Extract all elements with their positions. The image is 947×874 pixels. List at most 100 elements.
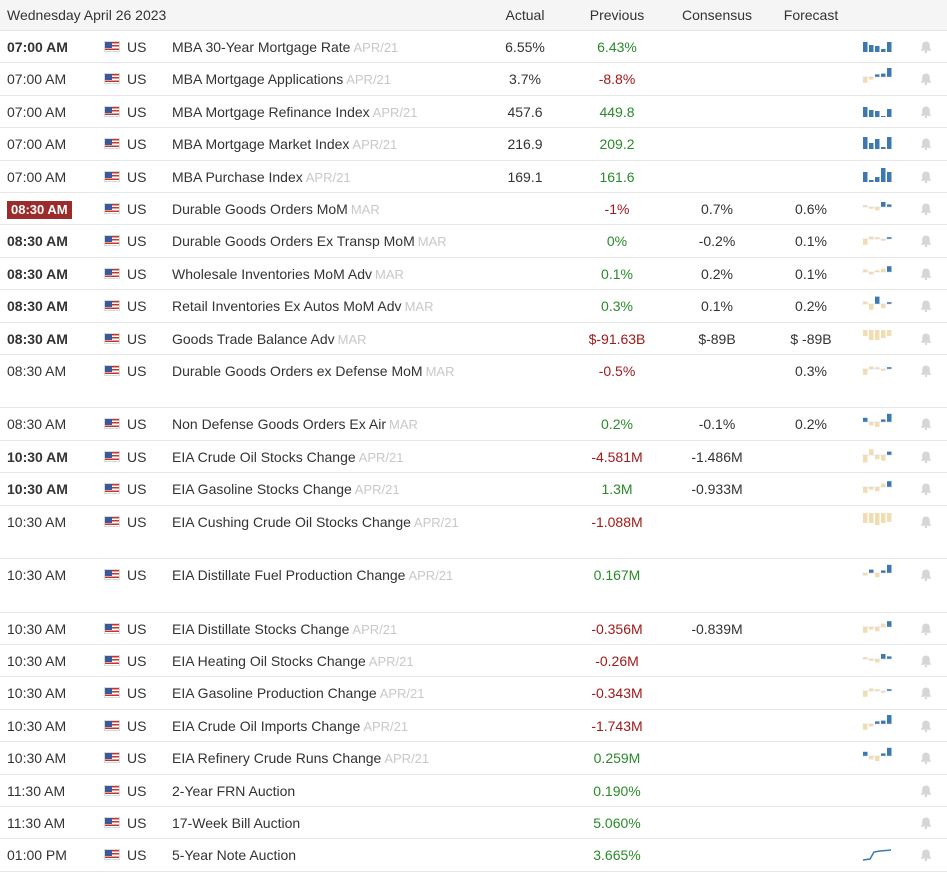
event-name[interactable]: Retail Inventories Ex Autos MoM Adv bbox=[172, 298, 402, 315]
event-cell[interactable]: EIA Crude Oil Imports Change APR/21 bbox=[172, 710, 490, 735]
bell-icon[interactable] bbox=[919, 355, 937, 378]
sparkline-chart[interactable] bbox=[862, 96, 894, 119]
event-name[interactable]: Durable Goods Orders MoM bbox=[172, 200, 348, 217]
bell-icon[interactable] bbox=[919, 559, 937, 582]
sparkline-chart[interactable] bbox=[862, 473, 894, 496]
calendar-row[interactable]: 07:00 AM US MBA 30-Year Mortgage Rate APR/2… bbox=[0, 31, 947, 64]
bell-icon[interactable] bbox=[919, 506, 937, 529]
event-cell[interactable]: Non Defense Goods Orders Ex Air MAR bbox=[172, 408, 490, 433]
event-cell[interactable]: Wholesale Inventories MoM Adv MAR bbox=[172, 258, 490, 283]
event-name[interactable]: 5-Year Note Auction bbox=[172, 847, 297, 864]
consensus-column-header[interactable]: Consensus bbox=[681, 7, 753, 23]
sparkline-chart[interactable] bbox=[862, 645, 894, 668]
bell-icon[interactable] bbox=[919, 677, 937, 700]
bell-icon[interactable] bbox=[919, 63, 937, 86]
calendar-row[interactable]: 10:30 AM US EIA Refinery Crude Runs Change… bbox=[0, 742, 947, 775]
sparkline-chart[interactable] bbox=[862, 506, 894, 529]
event-cell[interactable]: 2-Year FRN Auction bbox=[172, 775, 490, 799]
event-name[interactable]: MBA Mortgage Applications bbox=[172, 71, 344, 88]
event-cell[interactable]: Durable Goods Orders ex Defense MoM MAR bbox=[172, 355, 490, 380]
event-cell[interactable]: MBA Mortgage Refinance Index APR/21 bbox=[172, 96, 490, 121]
event-name[interactable]: MBA Mortgage Market Index bbox=[172, 136, 350, 153]
sparkline-chart[interactable] bbox=[862, 839, 894, 862]
event-cell[interactable]: 17-Week Bill Auction bbox=[172, 807, 490, 831]
event-cell[interactable]: EIA Crude Oil Stocks Change APR/21 bbox=[172, 441, 490, 466]
bell-icon[interactable] bbox=[919, 775, 937, 798]
event-cell[interactable]: Retail Inventories Ex Autos MoM Adv MAR bbox=[172, 290, 490, 315]
sparkline-chart[interactable] bbox=[862, 441, 894, 464]
calendar-row[interactable]: 10:30 AM US EIA Gasoline Production Change… bbox=[0, 677, 947, 710]
event-cell[interactable]: EIA Cushing Crude Oil Stocks Change APR/2… bbox=[172, 506, 490, 531]
forecast-column-header[interactable]: Forecast bbox=[783, 7, 839, 23]
event-name[interactable]: 2-Year FRN Auction bbox=[172, 782, 296, 799]
event-cell[interactable]: EIA Distillate Fuel Production Change APR… bbox=[172, 559, 490, 584]
bell-icon[interactable] bbox=[919, 290, 937, 313]
bell-icon[interactable] bbox=[919, 807, 937, 830]
bell-icon[interactable] bbox=[919, 128, 937, 151]
calendar-row[interactable]: 07:00 AM US MBA Mortgage Refinance Index AP… bbox=[0, 96, 947, 129]
calendar-row[interactable]: 11:30 AM US 2-Year FRN Auction 0.190% bbox=[0, 775, 947, 807]
sparkline-chart[interactable] bbox=[862, 742, 894, 765]
calendar-row[interactable]: 10:30 AM US EIA Gasoline Stocks Change APR/… bbox=[0, 473, 947, 506]
bell-icon[interactable] bbox=[919, 225, 937, 248]
sparkline-chart[interactable] bbox=[862, 355, 894, 378]
calendar-row[interactable]: 08:30 AM US Retail Inventories Ex Autos Mo… bbox=[0, 290, 947, 323]
event-cell[interactable]: Goods Trade Balance Adv MAR bbox=[172, 323, 490, 348]
sparkline-chart[interactable] bbox=[862, 225, 894, 248]
event-name[interactable]: MBA Mortgage Refinance Index bbox=[172, 103, 370, 120]
calendar-row[interactable]: 10:30 AM US EIA Cushing Crude Oil Stocks C… bbox=[0, 506, 947, 560]
bell-icon[interactable] bbox=[919, 473, 937, 496]
previous-column-header[interactable]: Previous bbox=[589, 7, 645, 23]
bell-icon[interactable] bbox=[919, 31, 937, 54]
event-name[interactable]: EIA Gasoline Stocks Change bbox=[172, 481, 352, 498]
calendar-row[interactable]: 07:00 AM US MBA Purchase Index APR/21 169.1 1… bbox=[0, 161, 947, 193]
event-cell[interactable]: MBA Mortgage Applications APR/21 bbox=[172, 63, 490, 88]
sparkline-chart[interactable] bbox=[862, 63, 894, 86]
event-cell[interactable]: MBA Purchase Index APR/21 bbox=[172, 161, 490, 186]
bell-icon[interactable] bbox=[919, 742, 937, 765]
calendar-row[interactable]: 10:30 AM US EIA Crude Oil Stocks Change APR… bbox=[0, 441, 947, 474]
sparkline-chart[interactable] bbox=[862, 559, 894, 582]
event-name[interactable]: MBA 30-Year Mortgage Rate bbox=[172, 39, 351, 55]
event-name[interactable]: Durable Goods Orders ex Defense MoM bbox=[172, 362, 423, 379]
event-name[interactable]: 17-Week Bill Auction bbox=[172, 814, 301, 831]
event-cell[interactable]: MBA Mortgage Market Index APR/21 bbox=[172, 128, 490, 153]
bell-icon[interactable] bbox=[919, 193, 937, 216]
calendar-row[interactable]: 07:00 AM US MBA Mortgage Market Index APR/2… bbox=[0, 128, 947, 161]
event-cell[interactable]: EIA Distillate Stocks Change APR/21 bbox=[172, 613, 490, 638]
event-cell[interactable]: 5-Year Note Auction bbox=[172, 839, 490, 863]
bell-icon[interactable] bbox=[919, 96, 937, 119]
calendar-row[interactable]: 08:30 AM US Wholesale Inventories MoM Adv M… bbox=[0, 258, 947, 291]
bell-icon[interactable] bbox=[919, 161, 937, 184]
calendar-row[interactable]: 10:30 AM US EIA Crude Oil Imports Change AP… bbox=[0, 710, 947, 743]
calendar-row[interactable]: 08:30 AM US Durable Goods Orders ex Defens… bbox=[0, 355, 947, 409]
bell-icon[interactable] bbox=[919, 613, 937, 636]
event-cell[interactable]: Durable Goods Orders Ex Transp MoM MAR bbox=[172, 225, 490, 250]
event-name[interactable]: EIA Refinery Crude Runs Change bbox=[172, 750, 382, 767]
event-name[interactable]: Non Defense Goods Orders Ex Air bbox=[172, 416, 386, 433]
calendar-row[interactable]: 10:30 AM US EIA Distillate Fuel Production… bbox=[0, 559, 947, 613]
event-name[interactable]: EIA Cushing Crude Oil Stocks Change bbox=[172, 513, 411, 530]
sparkline-chart[interactable] bbox=[862, 31, 894, 54]
bell-icon[interactable] bbox=[919, 441, 937, 464]
event-cell[interactable]: MBA 30-Year Mortgage Rate APR/21 bbox=[172, 31, 490, 56]
event-name[interactable]: EIA Crude Oil Imports Change bbox=[172, 717, 361, 734]
calendar-row[interactable]: 11:30 AM US 17-Week Bill Auction 5.060% bbox=[0, 807, 947, 840]
event-cell[interactable]: EIA Heating Oil Stocks Change APR/21 bbox=[172, 645, 490, 670]
sparkline-chart[interactable] bbox=[862, 807, 894, 812]
event-name[interactable]: EIA Gasoline Production Change bbox=[172, 685, 377, 702]
event-name[interactable]: EIA Crude Oil Stocks Change bbox=[172, 448, 356, 465]
calendar-row[interactable]: 08:30 AM US Durable Goods Orders Ex Transp… bbox=[0, 225, 947, 258]
event-name[interactable]: EIA Distillate Stocks Change bbox=[172, 620, 350, 637]
sparkline-chart[interactable] bbox=[862, 775, 894, 780]
event-name[interactable]: Wholesale Inventories MoM Adv bbox=[172, 265, 372, 282]
event-cell[interactable]: EIA Refinery Crude Runs Change APR/21 bbox=[172, 742, 490, 767]
event-name[interactable]: Goods Trade Balance Adv bbox=[172, 330, 335, 347]
calendar-row[interactable]: 10:30 AM US EIA Heating Oil Stocks Change A… bbox=[0, 645, 947, 678]
sparkline-chart[interactable] bbox=[862, 613, 894, 636]
sparkline-chart[interactable] bbox=[862, 161, 894, 184]
calendar-row[interactable]: 08:30 AM US Non Defense Goods Orders Ex Ai… bbox=[0, 408, 947, 441]
bell-icon[interactable] bbox=[919, 323, 937, 346]
calendar-row[interactable]: 01:00 PM US 5-Year Note Auction 3.665% bbox=[0, 839, 947, 872]
calendar-row[interactable]: 08:30 AM US Durable Goods Orders MoM MAR -1%… bbox=[0, 193, 947, 226]
